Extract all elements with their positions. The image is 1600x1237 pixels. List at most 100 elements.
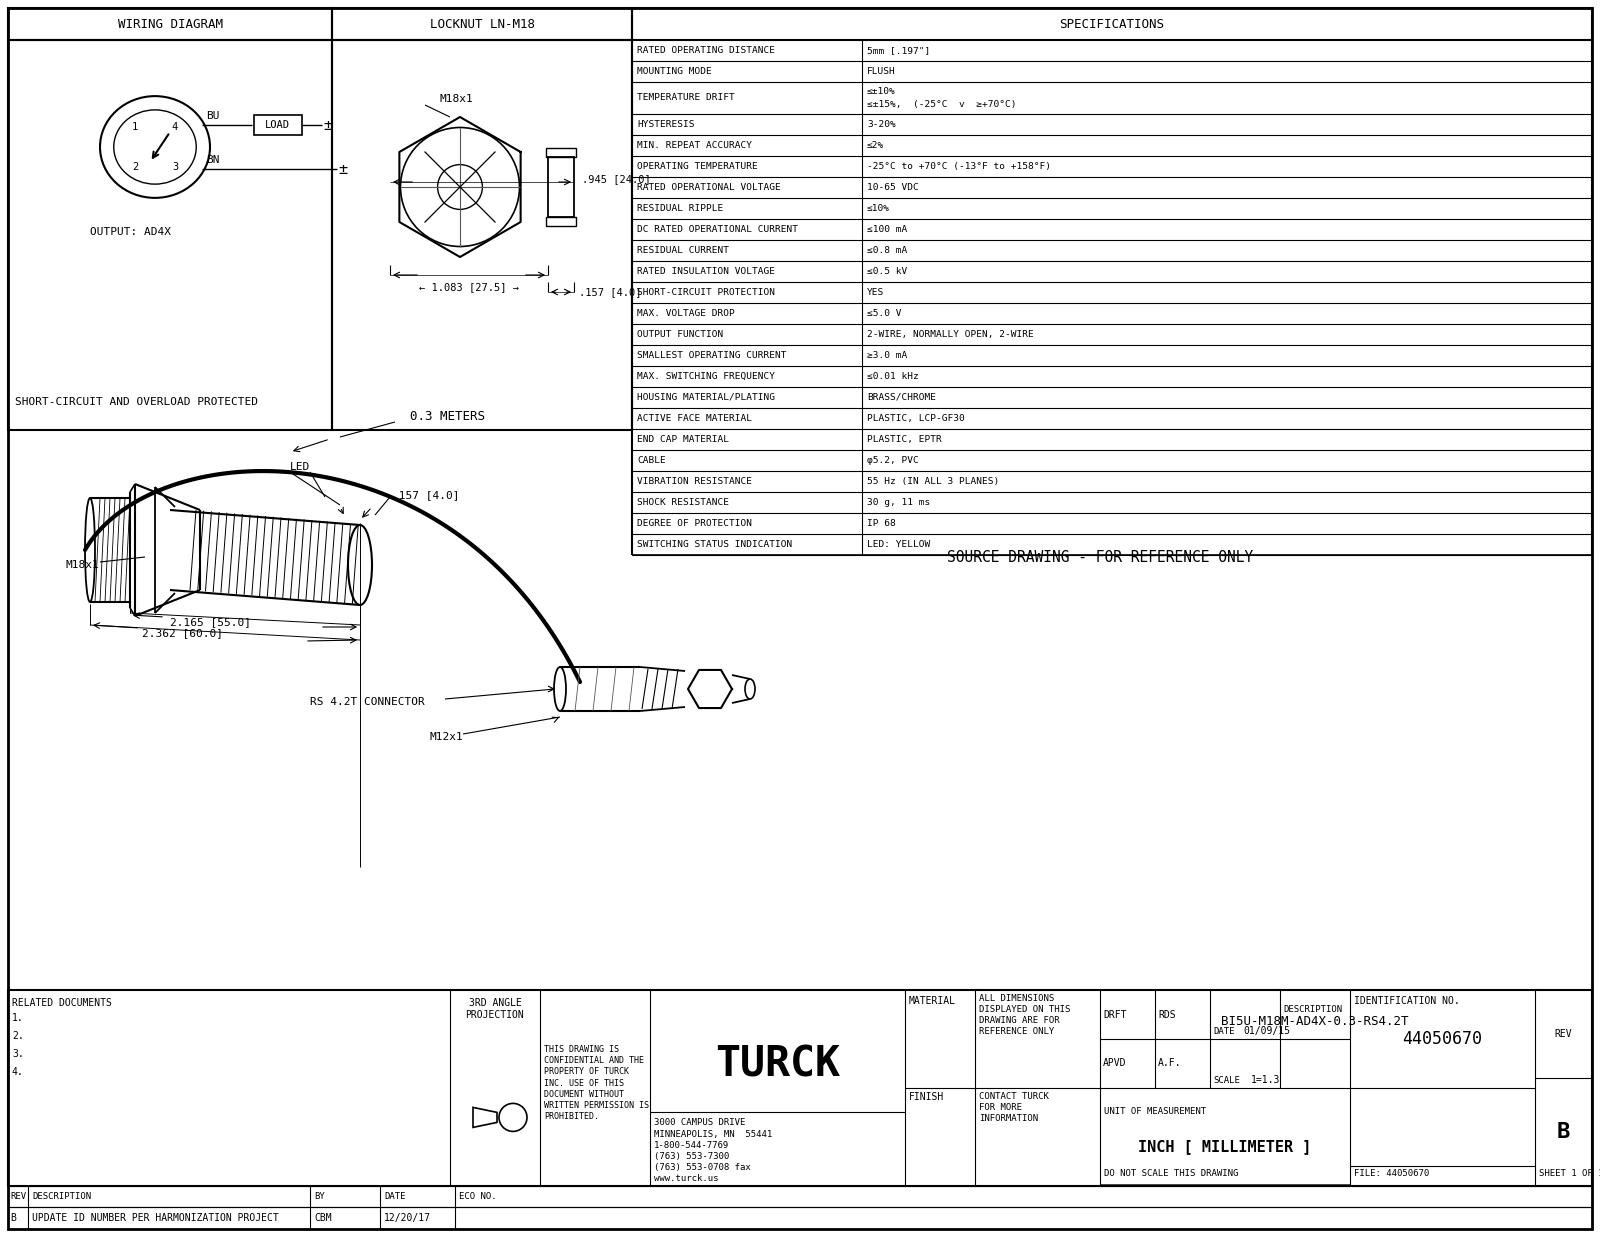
Text: ECO NO.: ECO NO.	[459, 1192, 496, 1201]
Text: MOUNTING MODE: MOUNTING MODE	[637, 67, 712, 75]
Text: SPECIFICATIONS: SPECIFICATIONS	[1059, 17, 1165, 31]
Bar	[8, 1207, 1592, 1230]
Bar	[333, 40, 632, 430]
Text: PLASTIC, EPTR: PLASTIC, EPTR	[867, 435, 942, 444]
Text: ±: ±	[339, 162, 347, 177]
Bar	[547, 157, 574, 216]
Text: RS 4.2T CONNECTOR: RS 4.2T CONNECTOR	[310, 696, 424, 708]
Text: SMALLEST OPERATING CURRENT: SMALLEST OPERATING CURRENT	[637, 351, 787, 360]
Bar	[8, 1186, 1592, 1207]
Bar	[333, 7, 632, 40]
Text: ACTIVE FACE MATERIAL: ACTIVE FACE MATERIAL	[637, 414, 752, 423]
Text: CBM: CBM	[314, 1213, 331, 1223]
Text: 4: 4	[171, 122, 178, 132]
Text: SHEET 1 OF 1: SHEET 1 OF 1	[1539, 1169, 1600, 1179]
Text: φ5.2, PVC: φ5.2, PVC	[867, 456, 918, 465]
Text: ALL DIMENSIONS
DISPLAYED ON THIS
DRAWING ARE FOR
REFERENCE ONLY: ALL DIMENSIONS DISPLAYED ON THIS DRAWING…	[979, 995, 1070, 1037]
Text: APVD: APVD	[1102, 1059, 1126, 1069]
Text: .157 [4.0]: .157 [4.0]	[392, 490, 459, 500]
Text: DO NOT SCALE THIS DRAWING: DO NOT SCALE THIS DRAWING	[1104, 1169, 1238, 1179]
Text: SWITCHING STATUS INDICATION: SWITCHING STATUS INDICATION	[637, 541, 792, 549]
Text: RATED OPERATING DISTANCE: RATED OPERATING DISTANCE	[637, 46, 774, 54]
Text: MAX. SWITCHING FREQUENCY: MAX. SWITCHING FREQUENCY	[637, 372, 774, 381]
Text: 3RD ANGLE
PROJECTION: 3RD ANGLE PROJECTION	[466, 998, 525, 1021]
Text: OUTPUT: AD4X: OUTPUT: AD4X	[90, 228, 171, 238]
Text: IP 68: IP 68	[867, 520, 896, 528]
Text: DESCRIPTION: DESCRIPTION	[32, 1192, 91, 1201]
Text: DESCRIPTION: DESCRIPTION	[1283, 1004, 1342, 1014]
Text: A.F.: A.F.	[1158, 1059, 1181, 1069]
Text: FLUSH: FLUSH	[867, 67, 896, 75]
Text: 3.: 3.	[13, 1049, 24, 1059]
Bar	[546, 216, 576, 226]
Text: PLASTIC, LCP-GF30: PLASTIC, LCP-GF30	[867, 414, 965, 423]
Text: DATE: DATE	[1213, 1027, 1235, 1037]
Text: ≤0.5 kV: ≤0.5 kV	[867, 267, 907, 276]
Text: OPERATING TEMPERATURE: OPERATING TEMPERATURE	[637, 162, 758, 171]
Text: DATE: DATE	[384, 1192, 405, 1201]
Text: CABLE: CABLE	[637, 456, 666, 465]
Text: REV: REV	[10, 1192, 26, 1201]
Text: HYSTERESIS: HYSTERESIS	[637, 120, 694, 129]
Ellipse shape	[554, 667, 566, 711]
Text: BN: BN	[206, 155, 219, 165]
Text: VIBRATION RESISTANCE: VIBRATION RESISTANCE	[637, 477, 752, 486]
Text: RESIDUAL RIPPLE: RESIDUAL RIPPLE	[637, 204, 723, 213]
Text: RATED OPERATIONAL VOLTAGE: RATED OPERATIONAL VOLTAGE	[637, 183, 781, 192]
Bar	[8, 7, 333, 40]
Text: BU: BU	[206, 111, 219, 121]
Text: 3-20%: 3-20%	[867, 120, 896, 129]
Text: LOAD: LOAD	[266, 120, 290, 130]
Text: 01/09/15: 01/09/15	[1243, 1025, 1290, 1037]
Text: 2-WIRE, NORMALLY OPEN, 2-WIRE: 2-WIRE, NORMALLY OPEN, 2-WIRE	[867, 330, 1034, 339]
Text: DEGREE OF PROTECTION: DEGREE OF PROTECTION	[637, 520, 752, 528]
Text: IDENTIFICATION NO.: IDENTIFICATION NO.	[1354, 996, 1459, 1006]
Text: 1.: 1.	[13, 1013, 24, 1023]
Text: BI5U-M18M-AD4X-0.3-RS4.2T: BI5U-M18M-AD4X-0.3-RS4.2T	[1221, 1016, 1408, 1028]
Text: 3000 CAMPUS DRIVE
MINNEAPOLIS, MN  55441
1-800-544-7769
(763) 553-7300
(763) 553: 3000 CAMPUS DRIVE MINNEAPOLIS, MN 55441 …	[654, 1118, 773, 1183]
Text: 4.: 4.	[13, 1068, 24, 1077]
Text: END CAP MATERIAL: END CAP MATERIAL	[637, 435, 730, 444]
Text: 10-65 VDC: 10-65 VDC	[867, 183, 918, 192]
Text: ≤±10%: ≤±10%	[867, 87, 896, 95]
Text: 12/20/17: 12/20/17	[384, 1213, 430, 1223]
Text: 1: 1	[131, 122, 138, 132]
Text: .157 [4.0]: .157 [4.0]	[579, 287, 642, 297]
Text: SHOCK RESISTANCE: SHOCK RESISTANCE	[637, 499, 730, 507]
Text: UPDATE ID NUMBER PER HARMONIZATION PROJECT: UPDATE ID NUMBER PER HARMONIZATION PROJE…	[32, 1213, 278, 1223]
Text: BY: BY	[314, 1192, 325, 1201]
Text: RESIDUAL CURRENT: RESIDUAL CURRENT	[637, 246, 730, 255]
Text: ≤5.0 V: ≤5.0 V	[867, 309, 901, 318]
Text: -25°C to +70°C (-13°F to +158°F): -25°C to +70°C (-13°F to +158°F)	[867, 162, 1051, 171]
Ellipse shape	[746, 679, 755, 699]
Bar	[8, 40, 333, 430]
Text: ≤100 mA: ≤100 mA	[867, 225, 907, 234]
Text: ≤0.8 mA: ≤0.8 mA	[867, 246, 907, 255]
Text: OUTPUT FUNCTION: OUTPUT FUNCTION	[637, 330, 723, 339]
Text: ≤±15%,  (-25°C  v  ≥+70°C): ≤±15%, (-25°C v ≥+70°C)	[867, 100, 1016, 110]
Text: ±: ±	[323, 118, 333, 132]
Text: LED: LED	[290, 461, 310, 473]
Text: TEMPERATURE DRIFT: TEMPERATURE DRIFT	[637, 94, 734, 103]
Text: 44050670: 44050670	[1403, 1030, 1483, 1048]
Text: 3: 3	[171, 162, 178, 172]
Text: 55 Hz (IN ALL 3 PLANES): 55 Hz (IN ALL 3 PLANES)	[867, 477, 1000, 486]
Text: B: B	[1557, 1122, 1570, 1142]
Text: ← 1.083 [27.5] →: ← 1.083 [27.5] →	[419, 282, 518, 292]
Text: ≥3.0 mA: ≥3.0 mA	[867, 351, 907, 360]
Text: YES: YES	[867, 288, 885, 297]
Text: RELATED DOCUMENTS: RELATED DOCUMENTS	[13, 998, 112, 1008]
Text: M18x1: M18x1	[66, 560, 99, 570]
Bar	[8, 990, 1592, 1186]
Text: M18x1: M18x1	[440, 94, 474, 104]
Bar	[632, 7, 1592, 40]
Text: 2: 2	[131, 162, 138, 172]
Bar	[254, 115, 302, 135]
Text: FINISH: FINISH	[909, 1092, 944, 1102]
Text: .945 [24.0]: .945 [24.0]	[582, 174, 651, 184]
Text: ≤0.01 kHz: ≤0.01 kHz	[867, 372, 918, 381]
Text: 2.362 [60.0]: 2.362 [60.0]	[142, 628, 222, 638]
Text: SOURCE DRAWING - FOR REFERENCE ONLY: SOURCE DRAWING - FOR REFERENCE ONLY	[947, 549, 1253, 564]
Text: MIN. REPEAT ACCURACY: MIN. REPEAT ACCURACY	[637, 141, 752, 150]
Text: UNIT OF MEASUREMENT: UNIT OF MEASUREMENT	[1104, 1107, 1206, 1116]
